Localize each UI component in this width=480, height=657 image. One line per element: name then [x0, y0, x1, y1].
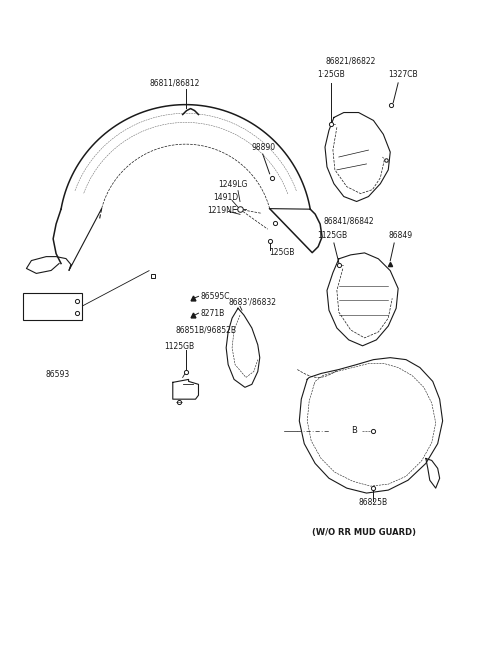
Text: 86825B: 86825B: [359, 499, 388, 507]
Text: 1491D: 1491D: [213, 193, 239, 202]
Text: 86594: 86594: [25, 297, 50, 306]
Text: 98890: 98890: [252, 143, 276, 152]
Text: 1249LG: 1249LG: [218, 180, 248, 189]
Text: 8271B: 8271B: [201, 309, 225, 318]
Text: 86849: 86849: [388, 231, 412, 240]
Text: (W/O RR MUD GUARD): (W/O RR MUD GUARD): [312, 528, 416, 537]
Text: 86841/86842: 86841/86842: [324, 217, 374, 226]
Text: 86851B/96852B: 86851B/96852B: [176, 325, 237, 334]
Text: 1125GB: 1125GB: [164, 342, 194, 351]
Text: 1125GB: 1125GB: [317, 231, 347, 240]
Text: 125GB: 125GB: [270, 248, 295, 258]
Text: 1327CB: 1327CB: [388, 70, 418, 79]
Text: 1·25GB: 1·25GB: [317, 70, 345, 79]
Text: 1219NE: 1219NE: [207, 206, 237, 215]
Text: 865958: 865958: [25, 309, 55, 318]
Text: 8683'/86832: 8683'/86832: [228, 298, 276, 307]
Text: B: B: [351, 426, 357, 436]
Text: 86593: 86593: [45, 370, 69, 379]
Text: 86821/86822: 86821/86822: [325, 57, 376, 66]
Bar: [23, 294, 82, 320]
Text: 86811/86812: 86811/86812: [149, 78, 199, 87]
Text: 86595C: 86595C: [201, 292, 230, 301]
